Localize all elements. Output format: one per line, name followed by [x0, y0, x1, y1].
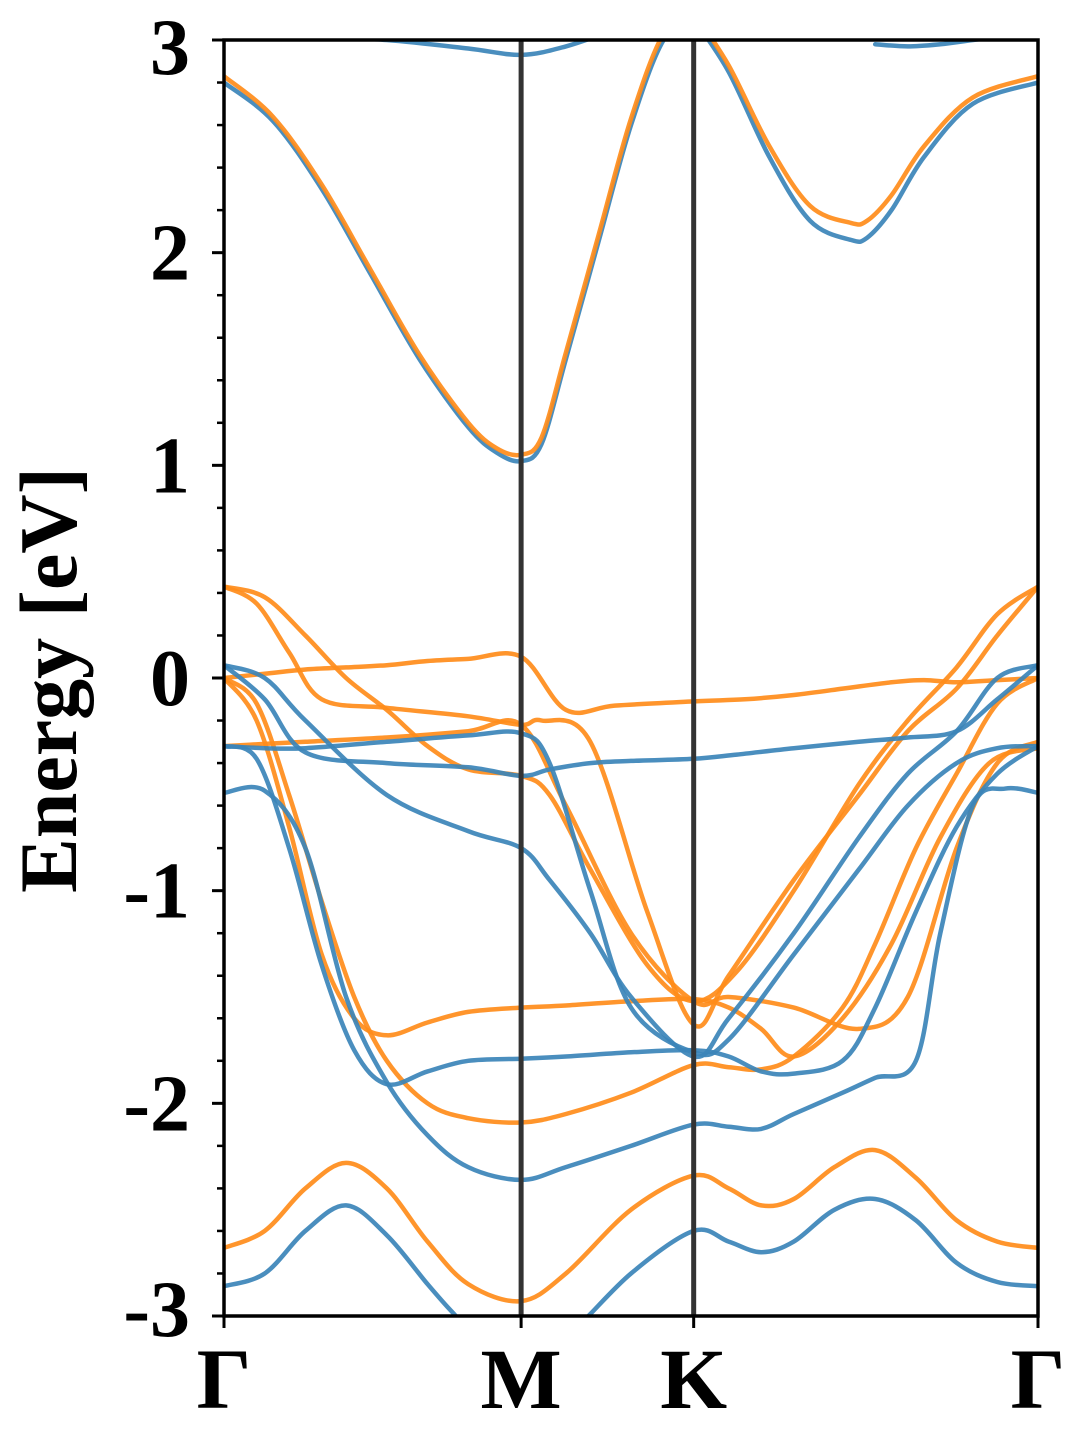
band-line-orange-17 [224, 1147, 1038, 1304]
band-line-orange-7 [224, 584, 1038, 1029]
x-tick-label: Γ [197, 1331, 252, 1427]
band-line-orange-1 [224, 40, 663, 458]
band-line-orange-8 [224, 584, 1038, 1004]
y-tick-label: -3 [123, 1266, 190, 1354]
x-tick-label: M [481, 1331, 562, 1427]
band-line-orange-4 [710, 40, 1038, 227]
y-tick-label: 3 [150, 4, 190, 92]
band-line-blue-16 [224, 784, 1038, 1183]
x-tick-label: Γ [1011, 1331, 1066, 1427]
band-line-blue-5 [872, 40, 991, 49]
band-line-orange-10 [224, 675, 1038, 1059]
x-tick-label: K [660, 1331, 727, 1427]
band-line-orange-9 [224, 718, 1038, 1032]
band-line-blue-15 [224, 743, 1038, 1088]
y-tick-label: 2 [150, 210, 190, 298]
y-tick-label: 0 [150, 635, 190, 723]
band-line-blue-14 [224, 729, 1038, 1058]
y-tick-label: -2 [123, 1060, 190, 1148]
band-line-blue-2 [346, 40, 593, 58]
y-axis-ticks: -3 -2 -1 0 1 2 3 [123, 4, 224, 1354]
band-line-blue-12 [224, 662, 1038, 1060]
band-lines [224, 40, 1038, 1316]
high-symmetry-lines [518, 40, 697, 1316]
band-line-blue-0 [224, 40, 667, 464]
band-line-blue-13 [224, 662, 1038, 779]
y-tick-label: -1 [123, 848, 190, 936]
y-axis-label: Energy [eV] [3, 467, 94, 893]
band-line-orange-6 [224, 651, 1038, 716]
y-tick-label: 1 [150, 422, 190, 510]
band-line-blue-18 [224, 1196, 1038, 1316]
band-line-blue-3 [705, 40, 1038, 245]
